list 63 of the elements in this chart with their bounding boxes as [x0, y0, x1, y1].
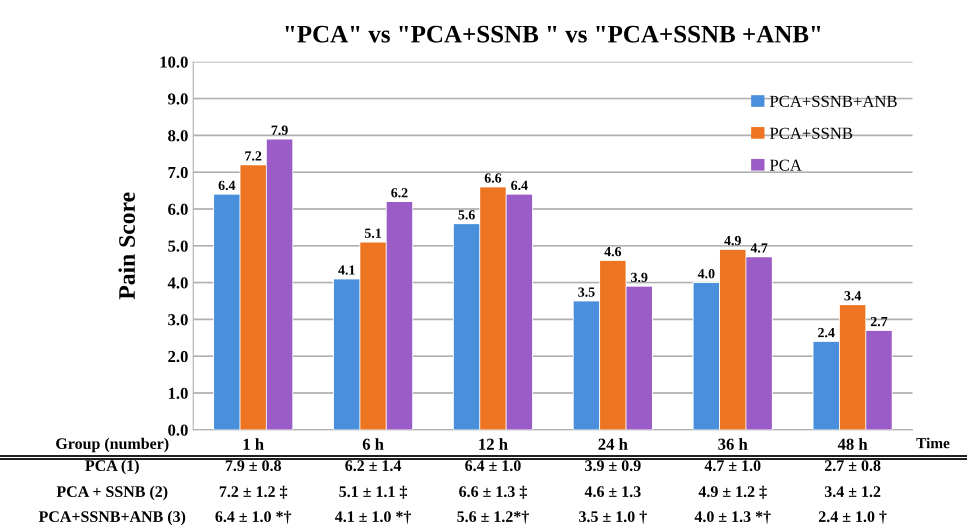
legend-label: PCA+SSNB — [770, 128, 852, 139]
data-label: 3.4 — [844, 291, 862, 301]
text: PCA (1) — [85, 460, 139, 474]
chart-title: "PCA" vs "PCA+SSNB " vs "PCA+SSNB +ANB" — [286, 26, 820, 43]
x-tick-label: 24 h — [598, 438, 628, 450]
data-label: 5.1 — [364, 228, 382, 238]
data-label: 7.2 — [245, 151, 262, 161]
text: 7.9 ± 0.8 — [226, 460, 281, 472]
text: 4.6 ± 1.3 — [584, 486, 641, 498]
y-tick-label: 6.0 — [168, 204, 188, 215]
y-tick-label: 5.0 — [168, 240, 188, 252]
y-tick-label: 1.0 — [168, 388, 188, 400]
data-label: 4.9 — [724, 236, 741, 246]
x-tick-label: 6 h — [362, 438, 384, 450]
data-label: 5.6 — [458, 210, 475, 220]
x-axis-title: Time — [916, 438, 950, 448]
text: 4.1 ± 1.0 *† — [334, 510, 411, 524]
data-label: 6.6 — [484, 173, 502, 183]
text: 3.9 ± 0.9 — [585, 460, 641, 472]
text: PCA+SSNB+ANB (3) — [38, 510, 186, 526]
y-tick-label: 8.0 — [168, 130, 188, 142]
text: 4.7 ± 1.0 — [704, 460, 760, 472]
text: PCA + SSNB (2) — [56, 486, 168, 500]
text: 2.7 ± 0.8 — [824, 460, 880, 472]
text: 6.4 ± 1.0 — [465, 460, 521, 472]
text: 5.1 ± 1.1 ‡ — [339, 486, 407, 499]
y-tick-label: 9.0 — [168, 93, 188, 105]
data-label: 3.9 — [631, 272, 648, 282]
data-label: 2.4 — [818, 328, 835, 338]
text: 2.4 ± 1.0 † — [818, 510, 887, 524]
legend-label: PCA+SSNB+ANB — [770, 96, 897, 108]
data-label: 4.6 — [604, 246, 622, 256]
x-tick-label: 1 h — [244, 438, 264, 450]
data-label: 6.4 — [511, 180, 528, 190]
text: 5.6 ± 1.2*† — [457, 510, 529, 524]
text: Group (number) — [56, 438, 168, 452]
text: 4.0 ± 1.3 *† — [694, 510, 771, 524]
data-label: 4.1 — [338, 265, 355, 275]
y-tick-label: 4.0 — [168, 277, 188, 289]
data-label: 2.7 — [870, 316, 888, 326]
data-label: 6.2 — [391, 188, 408, 198]
text: 6.4 ± 1.0 *† — [215, 510, 292, 524]
data-label: 6.4 — [218, 180, 236, 190]
data-label: 3.5 — [578, 287, 595, 297]
data-label: 7.9 — [272, 126, 288, 135]
data-label: 4.0 — [698, 269, 715, 278]
y-tick-label: 0.0 — [168, 424, 188, 436]
x-tick-label: 36 h — [718, 438, 748, 450]
text: 6.2 ± 1.4 — [345, 460, 402, 472]
y-tick-label: 3.0 — [168, 314, 188, 326]
legend-label: PCA — [770, 160, 802, 171]
text: 7.2 ± 1.2 ‡ — [220, 486, 288, 499]
y-axis-title: Pain Score — [118, 192, 135, 300]
y-tick-label: 10.0 — [160, 56, 188, 68]
text: 6.6 ± 1.3 ‡ — [459, 486, 527, 499]
text: 4.9 ± 1.2 ‡ — [698, 486, 767, 499]
text: 3.4 ± 1.2 — [824, 486, 880, 498]
x-tick-label: 12 h — [479, 438, 508, 450]
y-tick-label: 7.0 — [168, 166, 188, 178]
x-tick-label: 48 h — [838, 438, 868, 450]
y-tick-label: 2.0 — [168, 350, 188, 362]
data-label: 4.7 — [750, 243, 768, 253]
text: 3.5 ± 1.0 † — [579, 510, 647, 524]
